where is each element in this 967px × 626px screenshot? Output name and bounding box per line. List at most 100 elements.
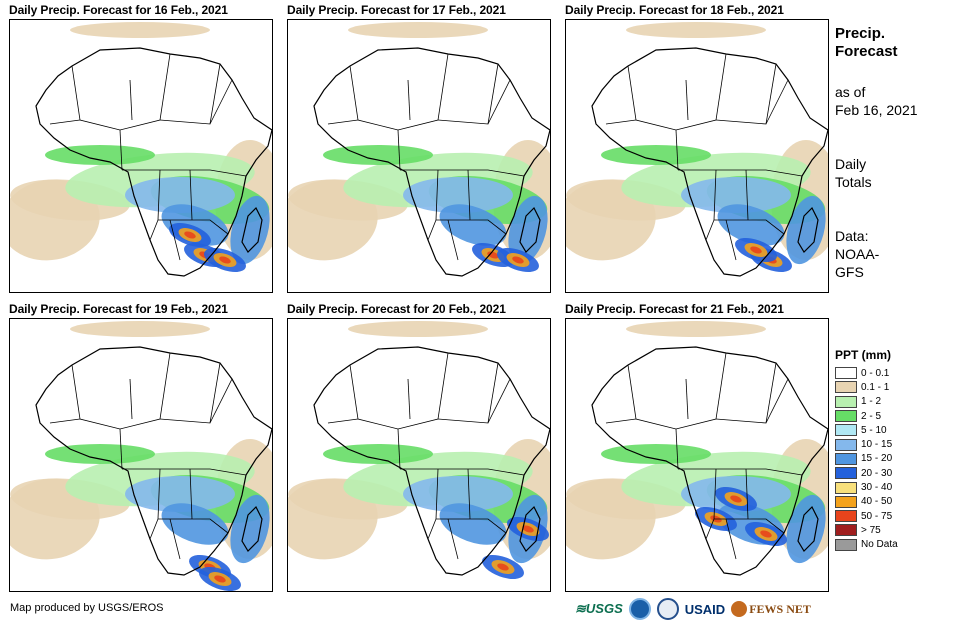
country-border [122,468,247,476]
precip-cell [348,22,488,38]
fews-icon [731,601,748,617]
country-border [745,169,749,221]
country-border [447,518,459,560]
country-border [400,468,525,476]
legend-title: PPT (mm) [835,348,892,362]
precip-cell [601,444,711,464]
country-border [605,119,637,125]
precip-map [9,318,273,592]
country-border [149,219,159,241]
legend-item: 2 - 5 [835,409,960,423]
legend-item: 0.1 - 1 [835,380,960,394]
precip-cell [730,495,742,503]
precip-cell [750,246,762,254]
precip-cell [161,503,229,545]
country-border [605,418,637,424]
totals-label: Totals [835,174,872,190]
precip-cell [125,177,235,213]
side-info: Precip. Forecast as of Feb 16, 2021 Dail… [835,25,960,281]
precip-cell [786,494,826,564]
precip-map [9,19,273,293]
coastline [35,47,272,277]
precip-cell [230,494,270,564]
legend-label: 2 - 5 [861,410,882,422]
country-border [675,428,679,470]
precip-map [287,318,551,592]
country-border [678,468,803,476]
legend-item: 15 - 20 [835,452,960,466]
country-border [725,219,737,261]
country-border [119,428,123,470]
country-border [327,418,359,424]
country-border [407,79,411,121]
africa-map [288,22,550,277]
africa-map [10,22,272,277]
precip-cell [323,444,433,464]
precip-cell [70,22,210,38]
legend-item: No Data [835,538,960,552]
country-border [705,219,715,241]
precip-cell [508,195,548,265]
precip-cell [348,321,488,337]
country-border [157,169,229,235]
country-border [149,518,159,540]
country-border [327,119,359,125]
coastline [241,505,263,552]
precip-cell [45,145,155,165]
usaid-logo: USAID [684,601,726,617]
country-border [159,362,221,424]
precip-map [565,318,829,592]
precip-cell [681,177,791,213]
country-border [435,468,507,534]
coastline [519,206,541,253]
legend-swatch [835,438,857,451]
country-border [397,428,401,470]
precip-cell [45,444,155,464]
country-border [71,53,171,131]
country-border [169,219,181,261]
precip-cell [70,321,210,337]
country-border [437,63,499,125]
precip-cell [626,22,766,38]
legend-label: 1 - 2 [861,396,882,408]
coastline [591,47,828,277]
daily-label: Daily [835,156,867,172]
country-border [705,518,715,540]
asof-label: as of [835,84,866,100]
legend: PPT (mm) 0 - 0.1 0.1 - 1 1 - 2 2 - 5 5 - 10 1… [835,348,960,552]
country-border [467,468,471,520]
forecast-panel-4: Daily Precip. Forecast for 19 Feb., 2021 [9,302,274,592]
africa-map [10,321,272,591]
legend-item: 30 - 40 [835,480,960,494]
data-source-2: GFS [835,264,864,280]
country-border [189,169,193,221]
country-border [675,129,679,171]
asof-date: Feb 16, 2021 [835,102,918,118]
legend-label: 40 - 50 [861,496,893,508]
legend-item: 40 - 50 [835,495,960,509]
precip-cell [439,503,507,545]
legend-swatch [835,481,857,494]
coastline [797,505,819,552]
seal-logo [656,598,679,620]
country-border [157,468,229,534]
country-border [627,53,727,131]
legend-label: 30 - 40 [861,482,893,494]
legend-label: 10 - 15 [861,439,893,451]
country-border [765,79,789,125]
legend-swatch [835,510,857,523]
precip-cell [497,563,509,571]
country-border [427,518,437,540]
precip-cell [601,145,711,165]
country-border [487,79,511,125]
country-border [349,352,449,430]
country-border [678,169,803,177]
forecast-panel-5: Daily Precip. Forecast for 20 Feb., 2021 [287,302,552,592]
country-border [189,468,193,520]
africa-map [566,321,828,576]
precip-cell [323,145,433,165]
country-border [209,378,233,424]
precip-cell [522,525,534,533]
coastline [241,206,263,253]
country-border [169,518,181,560]
